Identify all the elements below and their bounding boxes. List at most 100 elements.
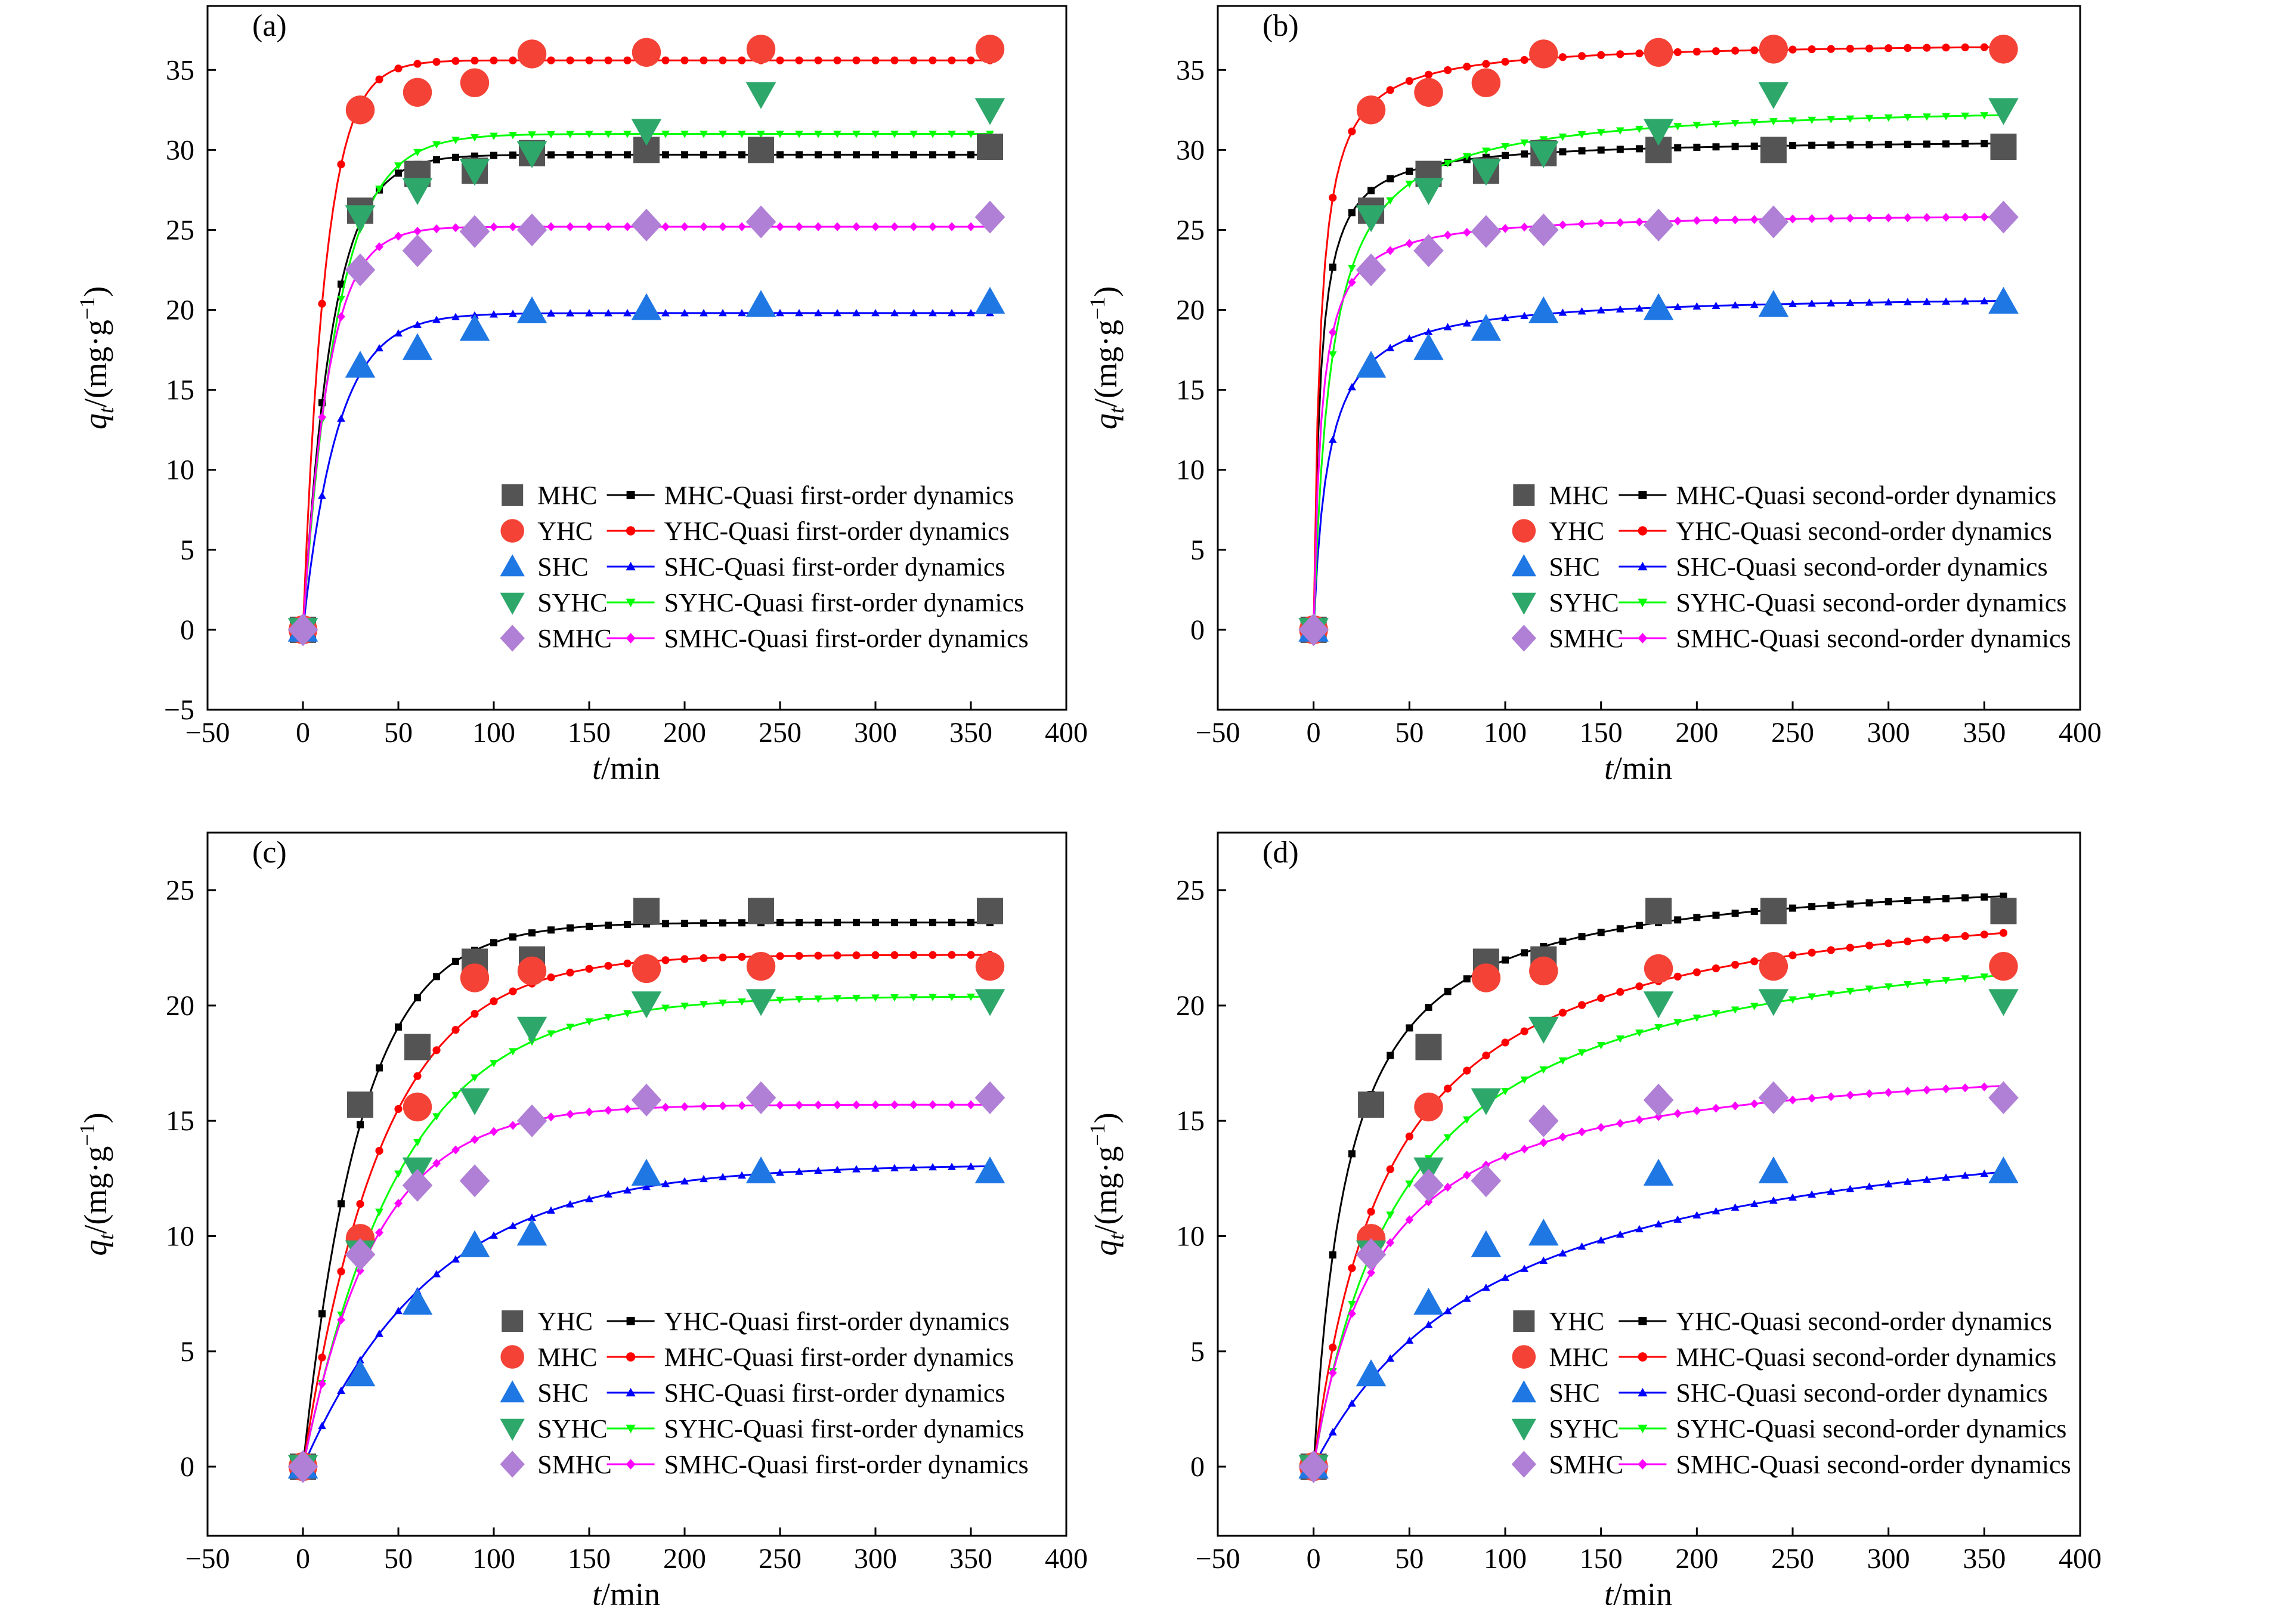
fit-marker [413, 149, 422, 157]
fit-marker [509, 1121, 517, 1130]
fit-marker [1846, 1090, 1855, 1100]
fit-marker [680, 131, 689, 138]
data-point [1298, 1450, 1329, 1483]
data-point [974, 1081, 1005, 1115]
fit-marker [852, 994, 861, 1003]
data-point [1471, 1164, 1502, 1198]
x-axis-title-unit: /min [601, 750, 660, 786]
data-point [746, 35, 776, 64]
fit-marker [872, 919, 879, 926]
data-point [402, 1288, 433, 1315]
fit-marker [567, 924, 574, 932]
fit-marker [890, 951, 899, 959]
fit-marker [738, 1171, 746, 1179]
legend-line-marker [1638, 491, 1647, 499]
fit-marker [1559, 148, 1567, 156]
data-point [516, 1016, 547, 1044]
fit-marker [1788, 117, 1797, 125]
fit-marker [662, 920, 669, 927]
data-series-smhc [1298, 200, 2019, 647]
fit-marker [1328, 435, 1337, 443]
fit-marker [1673, 1019, 1682, 1027]
legend-marker [1512, 1345, 1536, 1369]
fit-marker [318, 299, 326, 308]
fit-marker [700, 131, 708, 138]
y-axis-title-sub: t [94, 1233, 118, 1240]
fit-marker [1846, 1185, 1855, 1192]
data-point [1413, 333, 1444, 360]
legend-line-marker [1638, 1352, 1648, 1362]
fit-marker [623, 309, 632, 317]
fit-marker [375, 75, 383, 84]
fit-marker [337, 160, 345, 169]
legend-marker [1511, 1418, 1537, 1441]
legend-fit-label: SMHC-Quasi first-order dynamics [664, 1450, 1029, 1479]
fit-marker [1520, 1145, 1529, 1154]
fit-marker [623, 56, 632, 64]
data-point [746, 952, 776, 981]
fit-marker [1424, 70, 1433, 79]
fit-marker [1502, 956, 1509, 964]
fit-marker [719, 309, 727, 317]
fit-marker [1903, 213, 1912, 222]
fit-marker [1692, 122, 1701, 129]
fit-marker [1884, 213, 1893, 222]
fit-marker [1597, 929, 1605, 936]
fit-marker [700, 56, 708, 64]
legend-line-marker [626, 491, 635, 499]
legend-line-marker [1638, 598, 1648, 608]
fit-marker [490, 939, 497, 947]
fit-marker [948, 994, 956, 1001]
fit-marker [1788, 1095, 1797, 1105]
fit-marker [738, 1101, 746, 1111]
fit-marker [1387, 1052, 1394, 1059]
fit-marker [948, 222, 956, 231]
fit-marker [1885, 898, 1892, 905]
data-point [1414, 78, 1443, 107]
y-tick-label: 0 [180, 1451, 194, 1483]
fit-marker [1788, 951, 1797, 960]
fit-marker [1348, 277, 1356, 287]
fit-marker [890, 56, 899, 64]
fit-marker [1558, 1009, 1567, 1017]
y-tick-label: 35 [1176, 54, 1205, 86]
fit-marker [929, 151, 936, 159]
fit-marker [833, 951, 841, 960]
fit-marker [413, 320, 422, 328]
fit-marker [623, 1010, 632, 1018]
fit-marker [1558, 133, 1567, 141]
x-tick-label: 400 [1045, 1543, 1088, 1575]
fit-marker [1596, 129, 1605, 137]
fit-marker [1961, 212, 1970, 222]
fit-marker [814, 951, 822, 960]
x-axis-title-unit: /min [1613, 750, 1672, 786]
y-tick-label: 25 [166, 875, 194, 907]
fit-marker [680, 1003, 689, 1010]
x-tick-label: 150 [568, 1543, 611, 1575]
fit-marker [1692, 1106, 1701, 1115]
legend: MHC YHC SHC SYHC SMHC MHC-Quasi first-order d… [500, 481, 1029, 653]
fit-marker [776, 952, 784, 960]
fit-marker [700, 1174, 708, 1183]
fit-marker [1980, 1082, 1989, 1091]
fit-marker [1923, 1086, 1931, 1095]
fit-marker [1520, 139, 1529, 147]
data-point [287, 613, 318, 647]
legend-line-marker [1638, 1317, 1647, 1325]
data-point [1528, 1219, 1559, 1246]
fit-marker [1961, 112, 1970, 120]
y-tick-label: 25 [1176, 875, 1205, 907]
fit-marker [1692, 216, 1701, 225]
legend-label: YHC [1549, 1307, 1604, 1336]
fit-marker [318, 1353, 326, 1362]
fit-marker [1443, 1134, 1452, 1142]
fit-marker [738, 309, 746, 317]
fit-marker [1539, 136, 1548, 144]
fit-marker [547, 1206, 555, 1214]
fit-marker [624, 151, 631, 159]
fit-marker [1827, 45, 1835, 53]
fit-marker [1884, 114, 1893, 122]
data-point [459, 1088, 490, 1115]
fit-marker [1846, 988, 1855, 995]
